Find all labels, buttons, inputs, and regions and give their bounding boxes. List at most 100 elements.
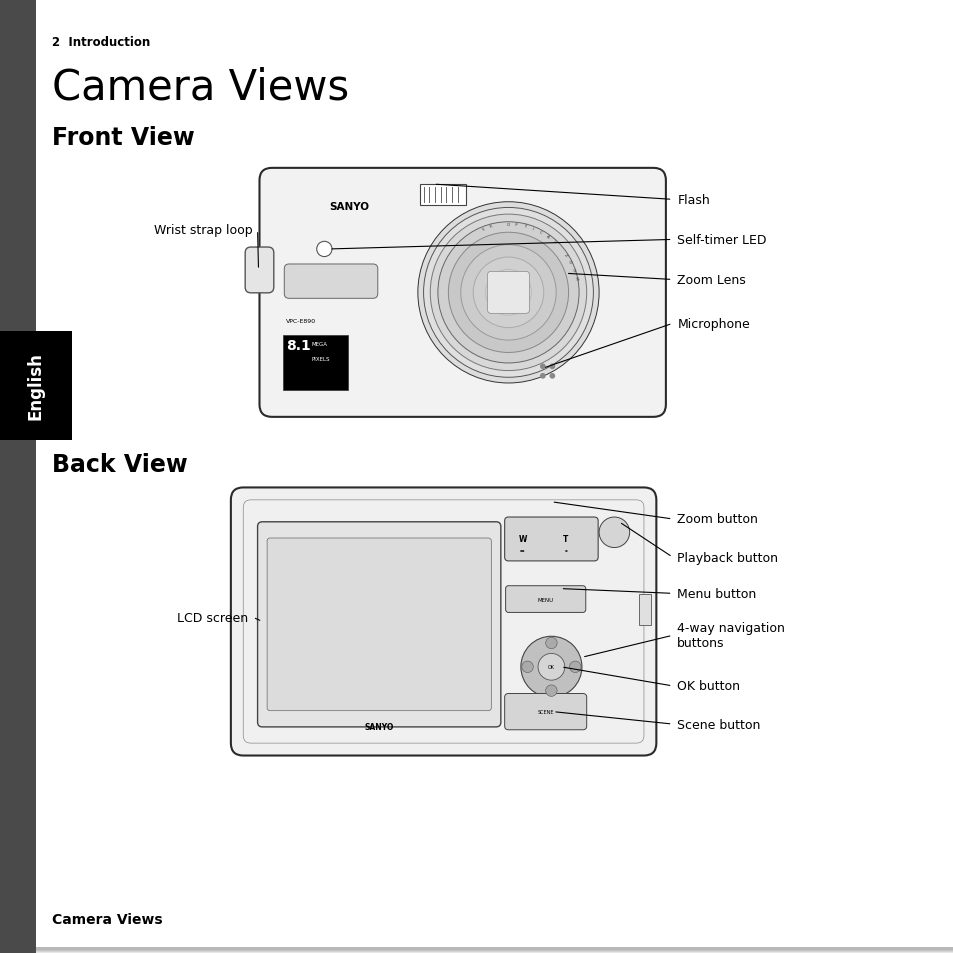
Bar [36,948,953,951]
Bar [36,947,953,950]
Bar [36,947,953,950]
Bar [36,946,953,950]
Circle shape [448,233,568,354]
Bar [36,948,953,952]
Bar [36,950,953,953]
Bar [36,947,953,951]
Bar [36,949,953,952]
Bar [36,949,953,952]
Bar [36,949,953,953]
Bar [36,948,953,952]
FancyBboxPatch shape [231,488,656,756]
Bar [36,948,953,952]
Bar [36,947,953,950]
Circle shape [545,685,557,697]
Bar [36,948,953,951]
Bar [36,947,953,950]
Bar [36,950,953,953]
Bar [36,949,953,953]
Bar [36,948,953,952]
Bar [36,949,953,952]
Bar [36,949,953,953]
Bar [36,948,953,951]
FancyBboxPatch shape [284,265,377,299]
Bar [36,949,953,952]
Bar [36,949,953,952]
Text: T: T [522,224,526,229]
Bar [36,949,953,952]
Circle shape [537,654,564,680]
Bar [36,948,953,951]
Bar [36,949,953,953]
Bar [36,948,953,951]
Bar [36,947,953,950]
Text: 5: 5 [480,227,485,232]
Bar [36,948,953,951]
Bar [36,949,953,952]
Bar [36,947,953,950]
Bar [36,949,953,952]
Bar [36,949,953,953]
Bar [36,947,953,950]
Bar [36,947,953,951]
Text: Wrist strap loop: Wrist strap loop [154,224,253,237]
Bar [36,949,953,952]
Bar [36,947,953,950]
Bar [36,947,953,950]
Circle shape [521,661,533,673]
Bar [36,949,953,952]
Bar [36,948,953,951]
Bar [36,949,953,952]
Bar [36,949,953,953]
Bar [36,947,953,950]
Bar [36,949,953,952]
Bar [36,948,953,951]
FancyBboxPatch shape [504,517,598,561]
Bar [36,946,953,950]
Bar [36,948,953,951]
Bar [36,947,953,951]
Bar [36,947,953,950]
Bar [36,948,953,951]
Bar [36,947,953,951]
Bar [36,949,953,952]
Bar [36,947,953,951]
Bar [36,947,953,950]
Text: VPC-E890: VPC-E890 [286,319,316,324]
Bar [36,946,953,950]
Bar [36,949,953,952]
Text: Zoom Lens: Zoom Lens [677,274,745,287]
Bar [36,948,953,951]
Bar [36,950,953,953]
Bar [36,948,953,951]
Bar [36,946,953,950]
Bar [36,948,953,951]
Text: PIXELS: PIXELS [312,356,330,361]
Text: C: C [537,230,542,234]
Bar [36,950,953,953]
Bar [36,947,953,951]
Bar [36,948,953,951]
Bar [36,949,953,952]
Bar [36,949,953,953]
Circle shape [539,374,545,379]
Bar [36,950,953,953]
Bar [36,948,953,951]
Bar [36,949,953,953]
Bar [36,947,953,951]
Bar [36,947,953,950]
Bar [36,947,953,950]
Bar [36,949,953,952]
Text: O: O [567,260,572,265]
Bar [36,949,953,953]
Bar [36,947,953,950]
Bar [36,946,953,950]
Bar [36,949,953,952]
Bar [36,949,953,952]
Bar [36,948,953,951]
Bar [36,947,953,951]
Bar [36,949,953,953]
Bar [36,948,953,952]
Bar [36,946,953,950]
Bar [36,948,953,951]
